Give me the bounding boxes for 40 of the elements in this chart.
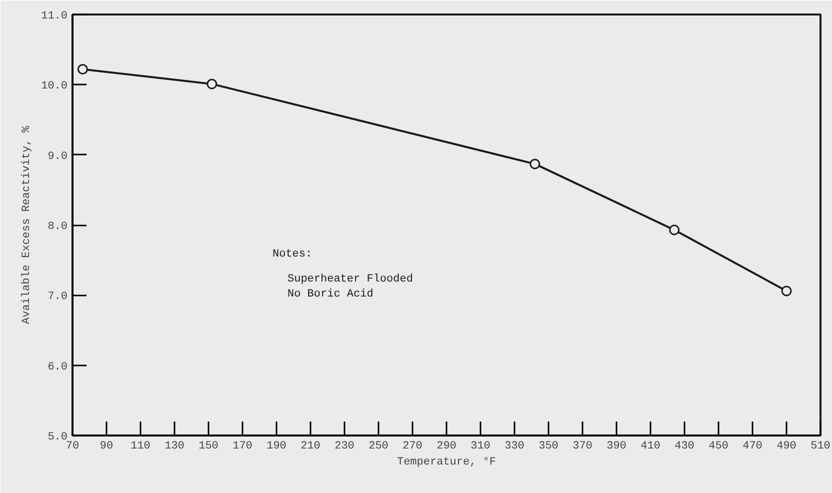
- x-tick-label: 150: [198, 440, 218, 452]
- x-axis-title: Temperature, °F: [396, 456, 496, 468]
- x-tick-label: 230: [334, 440, 354, 452]
- x-tick-label: 450: [708, 440, 728, 452]
- x-tick-label: 190: [266, 440, 286, 452]
- y-tick-label: 5.0: [48, 432, 68, 444]
- point: [669, 224, 680, 236]
- x-tick-label: 70: [66, 440, 80, 452]
- annotation: No Boric Acid: [288, 288, 374, 300]
- annotation: Notes:: [272, 248, 312, 260]
- x-tick-label: 410: [640, 440, 660, 452]
- x-tick-label: 170: [232, 440, 252, 452]
- y-tick-label: 9.0: [48, 150, 68, 163]
- y-axis-title: Available Excess Reactivity, %: [21, 126, 34, 324]
- annotation: Superheater Flooded: [288, 274, 413, 286]
- x-tick-label: 330: [504, 440, 524, 452]
- x-tick-label: 350: [538, 440, 558, 452]
- x-tick-label: 510: [810, 440, 830, 452]
- point: [206, 78, 218, 90]
- y-tick-label: 8.0: [48, 221, 68, 233]
- y-tick-label: 6.0: [48, 361, 68, 374]
- x-tick-label: 490: [776, 440, 796, 452]
- x-tick-label: 370: [572, 440, 592, 452]
- y-tick-label: 7.0: [48, 291, 68, 304]
- point: [781, 286, 792, 296]
- x-tick-label: 250: [368, 440, 388, 452]
- x-tick-label: 310: [470, 440, 490, 452]
- x-tick-label: 390: [606, 440, 626, 452]
- point: [77, 64, 88, 74]
- x-tick-label: 110: [130, 440, 150, 452]
- x-tick-label: 430: [674, 440, 694, 452]
- x-tick-label: 290: [436, 440, 456, 452]
- x-tick-label: 270: [402, 440, 422, 452]
- x-tick-label: 90: [100, 440, 114, 452]
- y-tick-label: 10.0: [41, 80, 68, 93]
- point: [530, 158, 540, 170]
- x-tick-label: 470: [742, 440, 762, 452]
- y-tick-label: 11.0: [41, 10, 68, 22]
- x-tick-label: 130: [164, 440, 184, 452]
- x-tick-label: 210: [300, 440, 320, 452]
